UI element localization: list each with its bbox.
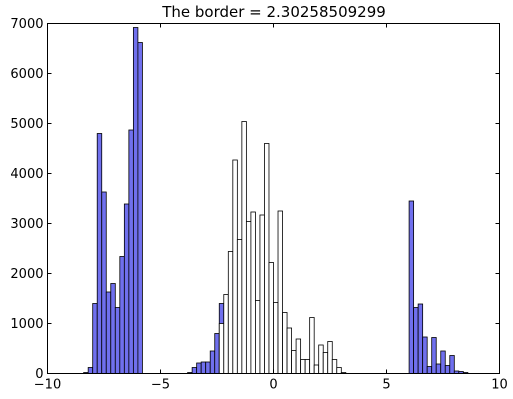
histogram-bar [413, 307, 419, 374]
histogram-bar [259, 214, 265, 374]
ticks-layer: −10 −5 0 5 10 0 1000 2000 3000 4000 5000 6000 7000 [10, 17, 507, 393]
chart-title: The border = 2.30258509299 [161, 3, 386, 21]
plot-frame [47, 23, 500, 374]
histogram-bar [327, 341, 333, 374]
x-tick-label: 0 [269, 378, 277, 393]
histogram-bar [295, 338, 302, 374]
histogram-bar [408, 200, 415, 374]
histogram-bar [336, 367, 342, 374]
histogram-bar [191, 367, 198, 374]
histogram-bar [318, 344, 324, 374]
histogram-bar [313, 364, 320, 374]
histogram-bar [282, 312, 288, 374]
histogram-bar [119, 256, 125, 374]
histogram-bar [105, 291, 112, 374]
histogram-bar [232, 159, 238, 374]
histogram-bar [440, 350, 446, 374]
histogram-bar [101, 191, 107, 374]
y-tick-label: 5000 [10, 117, 43, 132]
histogram-bar [255, 300, 261, 374]
histogram-bar [245, 221, 252, 374]
x-tick-label: 10 [491, 378, 508, 393]
y-tick-label: 4000 [10, 167, 43, 182]
x-tick-label: −5 [151, 378, 170, 393]
histogram-bar [449, 355, 455, 374]
histogram-bar [132, 27, 139, 374]
histogram-bar [218, 323, 225, 374]
histogram-bar [426, 366, 433, 374]
histogram-bar [114, 307, 121, 374]
y-tick-label: 7000 [10, 17, 43, 32]
histogram-bar [123, 203, 130, 374]
histogram-bar [227, 251, 234, 374]
histogram-bar [422, 336, 428, 374]
histogram-bar [309, 317, 315, 374]
histogram-bar [273, 302, 279, 374]
y-tick-label: 0 [35, 367, 43, 382]
histogram-bar [96, 133, 103, 374]
histogram-bar [264, 143, 270, 374]
histogram-bar [291, 350, 297, 374]
histogram-bar [128, 129, 134, 374]
histogram-bar [236, 239, 243, 374]
histogram-bar [87, 367, 94, 374]
y-tick-label: 1000 [10, 317, 43, 332]
histogram-bar [250, 211, 256, 374]
histogram-bar [444, 365, 451, 374]
histogram-bar [110, 283, 116, 374]
histogram-bar [331, 359, 338, 374]
histogram-bar [300, 359, 306, 374]
histogram-bar [277, 210, 283, 374]
y-tick-label: 6000 [10, 67, 43, 82]
histogram-bar [304, 359, 311, 374]
histogram-bar [322, 352, 329, 374]
histogram-bar [435, 363, 442, 374]
histogram-bar [214, 333, 220, 374]
histogram-bar [286, 327, 292, 374]
x-tick-label: 5 [382, 378, 390, 393]
histogram-bar [200, 361, 207, 374]
y-tick-label: 2000 [10, 267, 43, 282]
y-tick-label: 3000 [10, 217, 43, 232]
histogram-bar [137, 42, 143, 374]
histogram-bar [417, 303, 424, 374]
histogram-bar [209, 350, 216, 374]
histogram-bar [268, 262, 274, 374]
histogram-bar [241, 121, 247, 374]
histogram-bar [196, 362, 202, 374]
histogram-bar [431, 337, 437, 374]
histogram-bar [223, 294, 229, 374]
histogram-bar [92, 303, 98, 374]
x-tick-label: −10 [34, 378, 61, 393]
histogram-bar [205, 361, 211, 374]
